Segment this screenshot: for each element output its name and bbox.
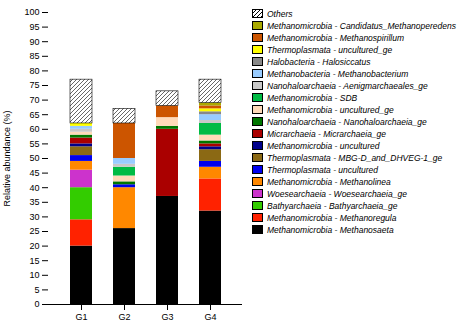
html-text:Bathyarchaeia - Bathyarchaeia_: Bathyarchaeia - Bathyarchaeia_ge bbox=[267, 200, 398, 211]
svg-text:70: 70 bbox=[29, 95, 39, 105]
html-text:Methanomicrobia - uncultured_g: Methanomicrobia - uncultured_ge bbox=[267, 104, 394, 115]
html-text:Methanomicrobia - SDB: Methanomicrobia - SDB bbox=[267, 92, 358, 103]
svg-text:G1: G1 bbox=[75, 312, 87, 322]
html-text:Methanomicrobia - Methanospiri: Methanomicrobia - Methanospirillum bbox=[267, 32, 404, 43]
html-text:Methanobacteria - Methanobacte: Methanobacteria - Methanobacterium bbox=[267, 68, 409, 79]
svg-text:95: 95 bbox=[29, 22, 39, 32]
svg-text:25: 25 bbox=[29, 226, 39, 236]
html-text:Methanomicrobia - Methanosaeta: Methanomicrobia - Methanosaeta bbox=[267, 224, 394, 235]
html-text:Nanohaloarchaeia - Nanohaloarc: Nanohaloarchaeia - Nanohaloarchaeia_ge bbox=[267, 116, 427, 127]
html-text:Others: Others bbox=[267, 8, 293, 19]
svg-text:80: 80 bbox=[29, 66, 39, 76]
html-text:Methanomicrobia - uncultured: Methanomicrobia - uncultured bbox=[267, 140, 380, 151]
svg-text:5: 5 bbox=[34, 285, 39, 295]
html-text:Nanohaloarchaeia - Aenigmarcha: Nanohaloarchaeia - Aenigmarchaeales_ge bbox=[267, 80, 428, 91]
html-text:Methanomicrobia - Candidatus_M: Methanomicrobia - Candidatus_Methanopere… bbox=[267, 20, 456, 31]
svg-text:100: 100 bbox=[24, 7, 39, 17]
svg-text:75: 75 bbox=[29, 80, 39, 90]
svg-text:65: 65 bbox=[29, 110, 39, 120]
svg-text:Relative abundance (%): Relative abundance (%) bbox=[2, 110, 12, 206]
svg-text:55: 55 bbox=[29, 139, 39, 149]
svg-text:60: 60 bbox=[29, 124, 39, 134]
html-text:Woesearchaeia - Woesearchaeia_: Woesearchaeia - Woesearchaeia_ge bbox=[267, 188, 407, 199]
svg-text:85: 85 bbox=[29, 51, 39, 61]
svg-text:G2: G2 bbox=[118, 312, 130, 322]
svg-text:45: 45 bbox=[29, 168, 39, 178]
html-text:Thermoplasmata - uncultured: Thermoplasmata - uncultured bbox=[267, 164, 378, 175]
html-text:Methanomicrobia - Methanolinea: Methanomicrobia - Methanolinea bbox=[267, 176, 391, 187]
svg-text:G4: G4 bbox=[204, 312, 216, 322]
svg-text:0: 0 bbox=[34, 299, 39, 309]
svg-text:10: 10 bbox=[29, 270, 39, 280]
svg-text:35: 35 bbox=[29, 197, 39, 207]
svg-text:40: 40 bbox=[29, 183, 39, 193]
svg-text:15: 15 bbox=[29, 256, 39, 266]
html-text:Thermoplasmata - uncultured_ge: Thermoplasmata - uncultured_ge bbox=[267, 44, 393, 55]
svg-text:30: 30 bbox=[29, 212, 39, 222]
svg-text:50: 50 bbox=[29, 153, 39, 163]
svg-text:90: 90 bbox=[29, 37, 39, 47]
html-text:Methanomicrobia - Methanoregul: Methanomicrobia - Methanoregula bbox=[267, 212, 397, 223]
svg-text:G3: G3 bbox=[161, 312, 173, 322]
html-text:Thermoplasmata - MBG-D_and_DHV: Thermoplasmata - MBG-D_and_DHVEG-1_ge bbox=[267, 152, 443, 163]
html-text:Micrarchaeia - Micrarchaeia_ge: Micrarchaeia - Micrarchaeia_ge bbox=[267, 128, 386, 139]
svg-text:20: 20 bbox=[29, 241, 39, 251]
html-text:Halobacteria - Halosiccatus: Halobacteria - Halosiccatus bbox=[267, 56, 371, 67]
